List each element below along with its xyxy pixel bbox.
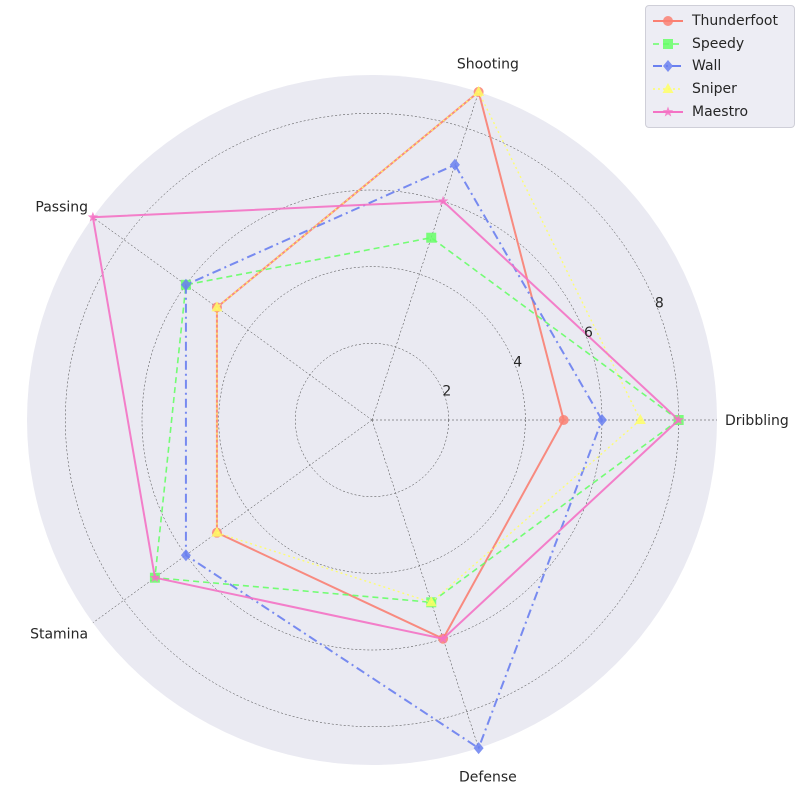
marker-diamond [473, 742, 484, 755]
series-line [216, 90, 642, 604]
legend-item: Thunderfoot [652, 10, 788, 33]
legend-label: Maestro [692, 103, 749, 120]
marker-diamond [597, 414, 607, 426]
marker-star [87, 211, 99, 222]
axis-label-shooting: Shooting [457, 56, 519, 72]
axis-label-stamina: Stamina [30, 626, 88, 642]
marker-star [437, 633, 449, 644]
r-tick-label: 6 [584, 325, 593, 341]
marker-circle [663, 16, 673, 27]
spoke-line [371, 91, 479, 421]
legend-label: Thunderfoot [692, 13, 778, 30]
marker-diamond [663, 60, 673, 73]
axis-label-passing: Passing [35, 200, 88, 216]
legend: Thunderfoot Speedy Wall Sniper Maestro [645, 5, 795, 128]
axis-label-dribbling: Dribbling [725, 413, 789, 429]
series-sniper [211, 85, 646, 607]
series-maestro [87, 195, 684, 644]
series-wall [180, 158, 607, 755]
series-line [154, 236, 681, 604]
marker-triangle [634, 414, 646, 424]
spoke-line [92, 419, 373, 623]
marker-star [673, 414, 684, 425]
marker-star [149, 572, 161, 583]
marker-star [662, 106, 674, 117]
marker-triangle [662, 83, 674, 94]
marker-square [663, 38, 673, 49]
legend-item: Sniper [652, 78, 788, 101]
marker-square [426, 232, 437, 243]
series-line [184, 163, 604, 750]
marker-triangle [473, 85, 485, 96]
legend-label: Speedy [692, 35, 745, 52]
legend-label: Sniper [692, 81, 737, 98]
legend-item: Maestro [652, 100, 788, 123]
marker-triangle [211, 301, 223, 312]
legend-item: Wall [652, 55, 788, 78]
legend-swatch [653, 38, 683, 49]
legend-item: Speedy [652, 33, 788, 56]
series-line [215, 90, 565, 641]
marker-diamond [449, 158, 460, 171]
r-tick-label: 2 [442, 384, 451, 400]
marker-circle [558, 415, 569, 425]
marker-diamond [180, 278, 191, 291]
marker-triangle [425, 596, 437, 607]
marker-diamond [180, 549, 191, 562]
marker-triangle [211, 526, 223, 537]
legend-swatch [653, 83, 683, 94]
legend-swatch [653, 60, 683, 73]
r-tick-label: 4 [513, 354, 522, 370]
spoke-line [92, 217, 373, 421]
spoke-line [371, 419, 479, 749]
marker-star [437, 195, 449, 206]
legend-swatch [653, 106, 683, 117]
axis-label-defense: Defense [459, 770, 517, 786]
series-line [91, 200, 681, 640]
r-tick-label: 8 [655, 296, 664, 312]
legend-swatch [653, 16, 683, 27]
legend-label: Wall [692, 58, 722, 75]
